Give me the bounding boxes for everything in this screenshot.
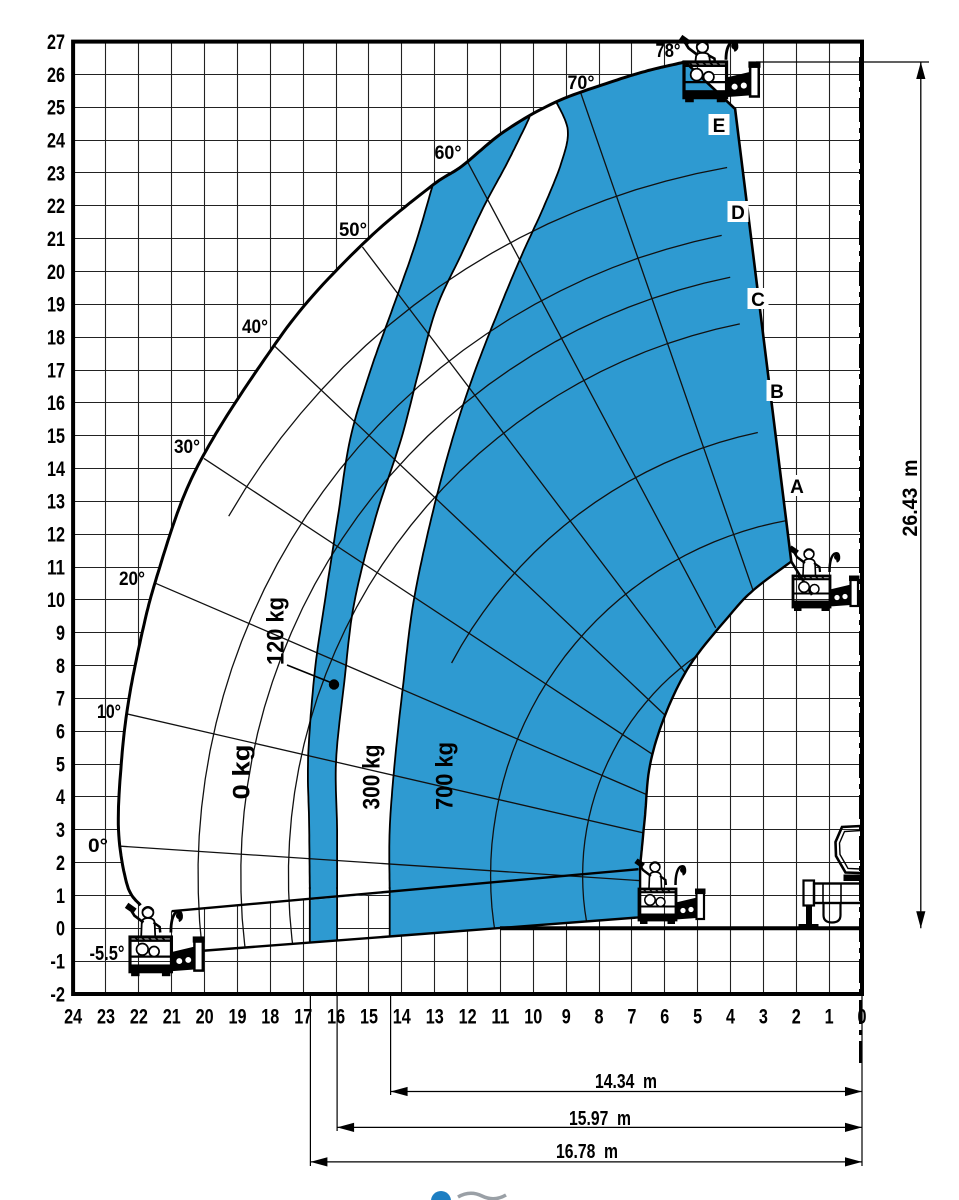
- svg-text:E: E: [713, 116, 726, 137]
- svg-text:15: 15: [360, 1006, 378, 1029]
- svg-text:0: 0: [56, 918, 65, 941]
- svg-text:23: 23: [97, 1006, 115, 1029]
- svg-text:0°: 0°: [88, 836, 108, 857]
- svg-text:A: A: [790, 477, 804, 498]
- svg-text:-5.5°: -5.5°: [90, 943, 125, 965]
- svg-text:7: 7: [627, 1006, 636, 1029]
- svg-text:18: 18: [261, 1006, 279, 1029]
- svg-text:12: 12: [47, 524, 65, 547]
- svg-text:27: 27: [47, 31, 65, 54]
- svg-text:9: 9: [562, 1006, 571, 1029]
- svg-text:8: 8: [56, 655, 65, 678]
- svg-text:D: D: [731, 203, 745, 224]
- svg-text:30°: 30°: [174, 437, 200, 458]
- svg-text:-2: -2: [50, 983, 65, 1006]
- svg-text:10: 10: [524, 1006, 542, 1029]
- svg-text:22: 22: [130, 1006, 148, 1029]
- svg-text:2: 2: [56, 852, 65, 875]
- svg-text:17: 17: [47, 359, 65, 382]
- svg-text:300 kg: 300 kg: [358, 745, 385, 810]
- svg-text:700 kg: 700 kg: [431, 742, 458, 810]
- svg-text:23: 23: [47, 162, 65, 185]
- svg-text:3: 3: [759, 1006, 768, 1029]
- svg-text:1: 1: [56, 885, 65, 908]
- svg-text:20°: 20°: [119, 569, 145, 590]
- svg-text:24: 24: [64, 1006, 82, 1029]
- svg-text:5: 5: [56, 753, 65, 776]
- svg-text:26: 26: [47, 64, 65, 87]
- svg-text:24: 24: [47, 129, 65, 152]
- svg-text:120 kg: 120 kg: [262, 597, 289, 665]
- svg-text:-1: -1: [50, 950, 65, 973]
- svg-text:21: 21: [47, 228, 65, 251]
- svg-text:15: 15: [47, 425, 65, 448]
- svg-text:21: 21: [163, 1006, 181, 1029]
- svg-text:40°: 40°: [242, 317, 268, 338]
- svg-text:18: 18: [47, 327, 65, 350]
- svg-text:6: 6: [56, 721, 65, 744]
- svg-text:14: 14: [47, 458, 65, 481]
- svg-text:3: 3: [56, 819, 65, 842]
- svg-text:9: 9: [56, 622, 65, 645]
- svg-text:16.78 m: 16.78 m: [556, 1141, 618, 1163]
- svg-text:6: 6: [660, 1006, 669, 1029]
- svg-text:5: 5: [693, 1006, 702, 1029]
- svg-text:11: 11: [47, 556, 65, 579]
- svg-text:13: 13: [47, 491, 65, 514]
- svg-text:4: 4: [726, 1006, 735, 1029]
- svg-text:13: 13: [426, 1006, 444, 1029]
- svg-text:17: 17: [294, 1006, 312, 1029]
- svg-text:19: 19: [47, 294, 65, 317]
- svg-text:11: 11: [491, 1006, 509, 1029]
- svg-text:20: 20: [196, 1006, 214, 1029]
- svg-text:15.97 m: 15.97 m: [569, 1108, 631, 1130]
- svg-text:8: 8: [595, 1006, 604, 1029]
- svg-text:16: 16: [47, 392, 65, 415]
- svg-text:78°: 78°: [656, 41, 681, 62]
- svg-text:14.34 m: 14.34 m: [595, 1071, 657, 1093]
- svg-text:10°: 10°: [97, 702, 121, 723]
- svg-text:B: B: [770, 382, 784, 403]
- svg-text:25: 25: [47, 97, 65, 120]
- svg-text:14: 14: [393, 1006, 411, 1029]
- svg-text:20: 20: [47, 261, 65, 284]
- svg-text:10: 10: [47, 589, 65, 612]
- svg-text:16: 16: [327, 1006, 345, 1029]
- svg-text:12: 12: [459, 1006, 477, 1029]
- svg-text:C: C: [751, 290, 765, 311]
- svg-text:70°: 70°: [568, 73, 595, 94]
- svg-text:22: 22: [47, 195, 65, 218]
- svg-text:19: 19: [229, 1006, 247, 1029]
- svg-text:50°: 50°: [339, 220, 367, 241]
- svg-text:2: 2: [792, 1006, 801, 1029]
- svg-text:0: 0: [858, 1006, 867, 1029]
- svg-text:7: 7: [56, 688, 65, 711]
- svg-text:4: 4: [56, 786, 65, 809]
- svg-text:60°: 60°: [435, 143, 462, 164]
- svg-text:1: 1: [825, 1006, 834, 1029]
- svg-text:0 kg: 0 kg: [228, 745, 255, 800]
- svg-text:26.43 m: 26.43 m: [899, 460, 922, 537]
